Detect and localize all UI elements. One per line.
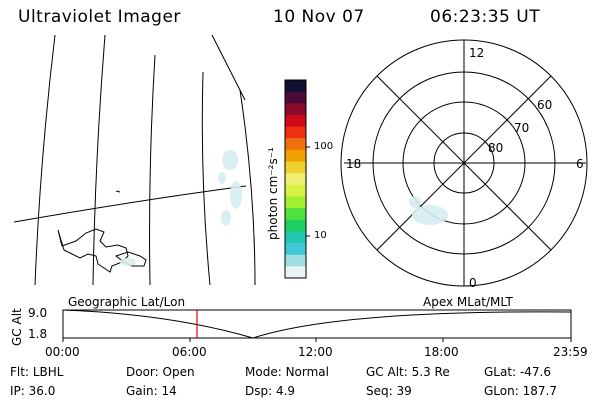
x-tick-0000: 00:00 xyxy=(45,345,80,359)
meridian-line xyxy=(201,71,211,286)
y-tick-bottom: 1.8 xyxy=(28,327,48,341)
meridian-line xyxy=(92,34,106,286)
colorbar-cell xyxy=(285,231,306,244)
colorbar-cell xyxy=(285,114,306,128)
apex-label: Apex MLat/MLT xyxy=(423,295,513,309)
colorbar-cell xyxy=(285,196,306,209)
x-tick-2359: 23:59 xyxy=(553,345,588,359)
status-gain: Gain: 14 xyxy=(126,384,177,398)
y-tick-top: 9.0 xyxy=(28,306,48,320)
colorbar-unit-label: photon cm⁻²s⁻¹ xyxy=(266,147,280,240)
altitude-curve xyxy=(62,309,572,339)
colorbar-cell xyxy=(285,173,306,186)
status-dsp: Dsp: 4.9 xyxy=(245,384,296,398)
status-gc-alt: GC Alt: 5.3 Re xyxy=(366,365,450,379)
latitude-line xyxy=(13,185,247,223)
colorbar-cell xyxy=(285,161,306,174)
colorbar-cell xyxy=(285,126,306,139)
land-outline xyxy=(57,228,129,273)
status-door: Door: Open xyxy=(126,365,195,379)
x-tick-0600: 06:00 xyxy=(172,345,207,359)
mlt-label-12: 12 xyxy=(469,46,485,60)
status-flt: Flt: LBHL xyxy=(10,365,64,379)
status-seq: Seq: 39 xyxy=(366,384,412,398)
colorbar-cell xyxy=(285,149,306,163)
land-outline xyxy=(115,190,121,193)
polar-aurora-haze xyxy=(409,196,448,225)
x-tick-1200: 12:00 xyxy=(298,345,333,359)
lat-label-80: 80 xyxy=(488,141,504,155)
instrument-title: Ultraviolet Imager xyxy=(18,7,181,27)
meridian-line xyxy=(239,89,256,286)
colorbar-cell xyxy=(285,80,306,93)
timeline-y-axis-label: GC Alt xyxy=(10,308,24,346)
colorbar-cell xyxy=(285,138,306,151)
time-label: 06:23:35 UT xyxy=(430,7,541,27)
mlt-label-18: 18 xyxy=(346,157,362,171)
colorbar-cell xyxy=(285,254,306,267)
status-glat: GLat: -47.6 xyxy=(484,365,551,379)
colorbar-cell xyxy=(285,208,306,221)
colorbar-tick-10: 10 xyxy=(314,230,327,241)
colorbar-cell xyxy=(285,243,306,256)
colorbar xyxy=(284,79,310,279)
colorbar-cell xyxy=(285,184,306,197)
mlt-label-6: 6 xyxy=(576,157,584,171)
date-label: 10 Nov 07 xyxy=(273,7,365,27)
geographic-map xyxy=(13,34,256,286)
aurora-haze xyxy=(120,150,242,266)
colorbar-cell xyxy=(285,91,306,104)
timeline-plot xyxy=(62,309,572,342)
polar-plot xyxy=(340,39,588,287)
x-tick-1800: 18:00 xyxy=(424,345,459,359)
grid-line xyxy=(211,34,246,101)
meridian-line xyxy=(34,34,56,286)
colorbar-cell xyxy=(285,219,306,232)
lat-label-70: 70 xyxy=(514,121,530,135)
meridian-line xyxy=(149,54,156,286)
colorbar-cell xyxy=(285,266,306,279)
status-mode: Mode: Normal xyxy=(245,365,329,379)
colorbar-cell xyxy=(285,103,306,116)
colorbar-tick-100: 100 xyxy=(314,141,334,152)
status-glon: GLon: 187.7 xyxy=(484,384,557,398)
mlt-label-0: 0 xyxy=(469,276,477,290)
status-ip: IP: 36.0 xyxy=(10,384,56,398)
lat-label-60: 60 xyxy=(537,98,553,112)
geographic-label: Geographic Lat/Lon xyxy=(68,295,186,309)
